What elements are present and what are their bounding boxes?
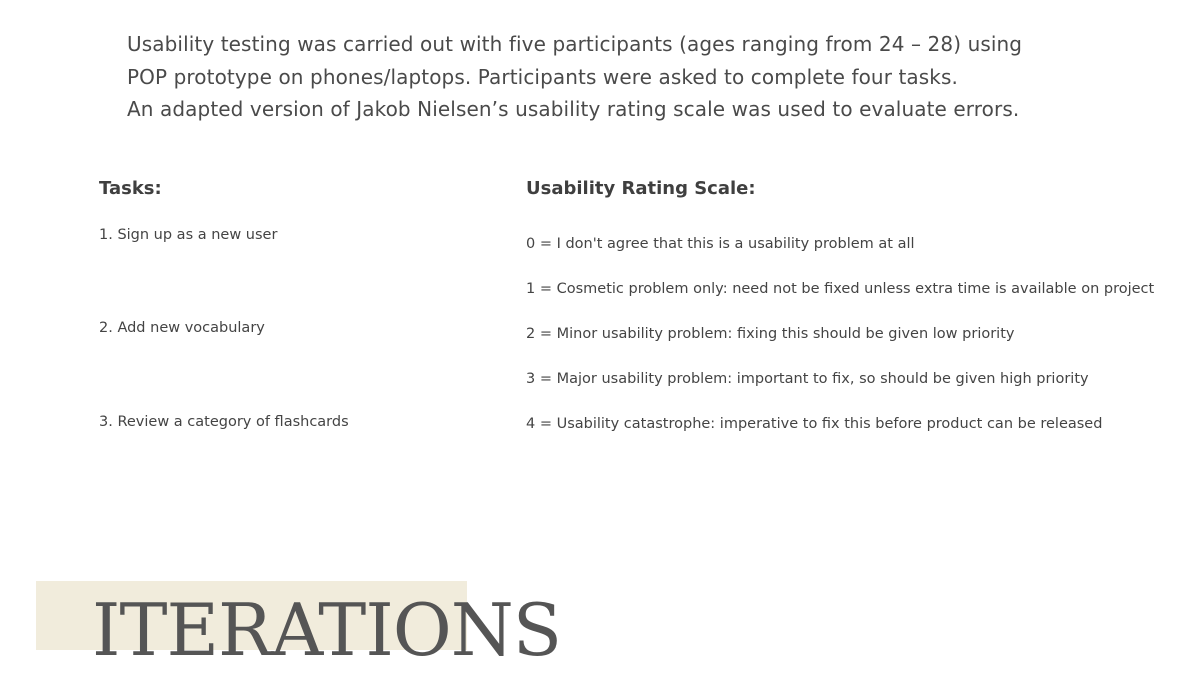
section-title: ITERATIONS — [92, 588, 562, 672]
rating-scale-item: 1 = Cosmetic problem only: need not be f… — [526, 281, 1155, 297]
intro-line: An adapted version of Jakob Nielsen’s us… — [127, 97, 1020, 121]
intro-line: Usability testing was carried out with f… — [127, 32, 1023, 56]
task-item: 1. Sign up as a new user — [99, 227, 278, 243]
rating-scale-heading: Usability Rating Scale: — [526, 178, 756, 199]
intro-line: POP prototype on phones/laptops. Partici… — [127, 64, 958, 89]
rating-scale-item: 4 = Usability catastrophe: imperative to… — [526, 416, 1103, 432]
task-item: 2. Add new vocabulary — [99, 320, 265, 336]
section-title-highlight — [36, 581, 467, 650]
rating-scale-item: 3 = Major usability problem: important t… — [526, 371, 1089, 387]
rating-scale-item: 0 = I don't agree that this is a usabili… — [526, 236, 915, 252]
rating-scale-item: 2 = Minor usability problem: fixing this… — [526, 326, 1015, 342]
task-item: 3. Review a category of flashcards — [99, 414, 349, 430]
tasks-heading: Tasks: — [99, 178, 162, 199]
intro-paragraph: Usability testing was carried out with f… — [127, 28, 1127, 126]
